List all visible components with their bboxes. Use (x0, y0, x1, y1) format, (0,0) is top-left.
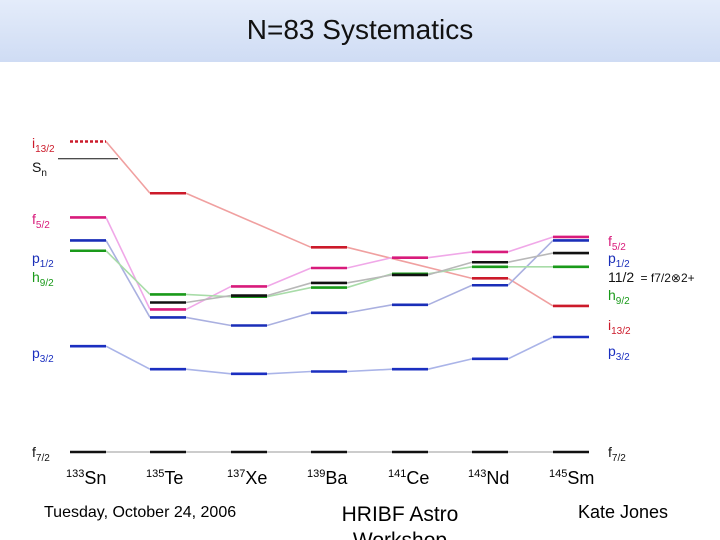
connector-f5-0-1 (105, 217, 151, 310)
connector-i13-3-5 (346, 246, 473, 280)
right-label-f7: f7/2 (608, 444, 626, 464)
left-label-p1: p1/2 (32, 250, 54, 270)
connector-p1-2-3 (266, 312, 312, 327)
footer-author: Kate Jones (578, 502, 669, 522)
connector-state112-2-3 (266, 282, 312, 297)
connector-p3-1-2 (185, 368, 232, 375)
title-bar (0, 0, 720, 62)
left-label-sn: Sn (32, 159, 47, 179)
footer-event: HRIBF Astro Workshop (341, 503, 459, 540)
left-label-p3: p3/2 (32, 345, 54, 365)
nucleus-label-Ce: 141Ce (388, 468, 429, 488)
right-label-h9: h9/2 (608, 287, 630, 307)
connector-p3-5-6 (507, 336, 554, 360)
nucleus-label-Nd: 143Nd (468, 468, 509, 488)
connector-h9-0-1 (105, 250, 151, 296)
right-label-f5: f5/2 (608, 233, 626, 253)
connector-f5-2-3 (266, 267, 312, 288)
connector-p1-5-6 (507, 239, 554, 286)
slide-title: N=83 Systematics (246, 14, 474, 45)
connector-h9-2-3 (266, 286, 312, 298)
connector-state112-4-5 (427, 261, 473, 276)
right-label-p3: p3/2 (608, 343, 630, 363)
connector-f5-1-2 (185, 285, 232, 311)
right-label-i13: i13/2 (608, 317, 631, 337)
connector-state112-1-2 (185, 294, 232, 304)
connector-i13-0-1 (105, 140, 151, 194)
nucleus-label-Te: 135Te (146, 468, 183, 488)
left-label-h9: h9/2 (32, 269, 54, 289)
nucleus-label-Sm: 145Sm (549, 468, 594, 488)
connector-p3-0-1 (105, 345, 151, 370)
right-label-p1: p1/2 (608, 250, 630, 270)
connector-p1-0-1 (105, 240, 151, 318)
left-label-i13: i13/2 (32, 135, 55, 155)
right-label-state112: 11/2 = f7/2⊗2+ (608, 269, 695, 285)
connector-f5-4-5 (427, 251, 473, 259)
footer-date: Tuesday, October 24, 2006 (44, 504, 237, 521)
connector-i13-5-6 (507, 277, 554, 307)
connector-p1-1-2 (185, 316, 232, 327)
connector-state112-5-6 (507, 252, 554, 264)
connector-p1-4-5 (427, 284, 473, 306)
nucleus-label-Sn: 133Sn (66, 468, 106, 488)
connector-i13-1-3 (185, 192, 312, 249)
left-label-f5: f5/2 (32, 211, 50, 231)
nucleus-label-Xe: 137Xe (227, 468, 267, 488)
connector-p1-3-4 (346, 304, 393, 314)
connector-p3-3-4 (346, 368, 393, 373)
left-label-f7: f7/2 (32, 444, 50, 464)
connector-p3-2-3 (266, 370, 312, 375)
connector-state112-3-4 (346, 274, 393, 284)
nucleus-label-Ba: 139Ba (307, 468, 348, 488)
connector-p3-4-5 (427, 358, 473, 370)
connector-f5-3-4 (346, 256, 393, 269)
connector-f5-5-6 (507, 236, 554, 253)
